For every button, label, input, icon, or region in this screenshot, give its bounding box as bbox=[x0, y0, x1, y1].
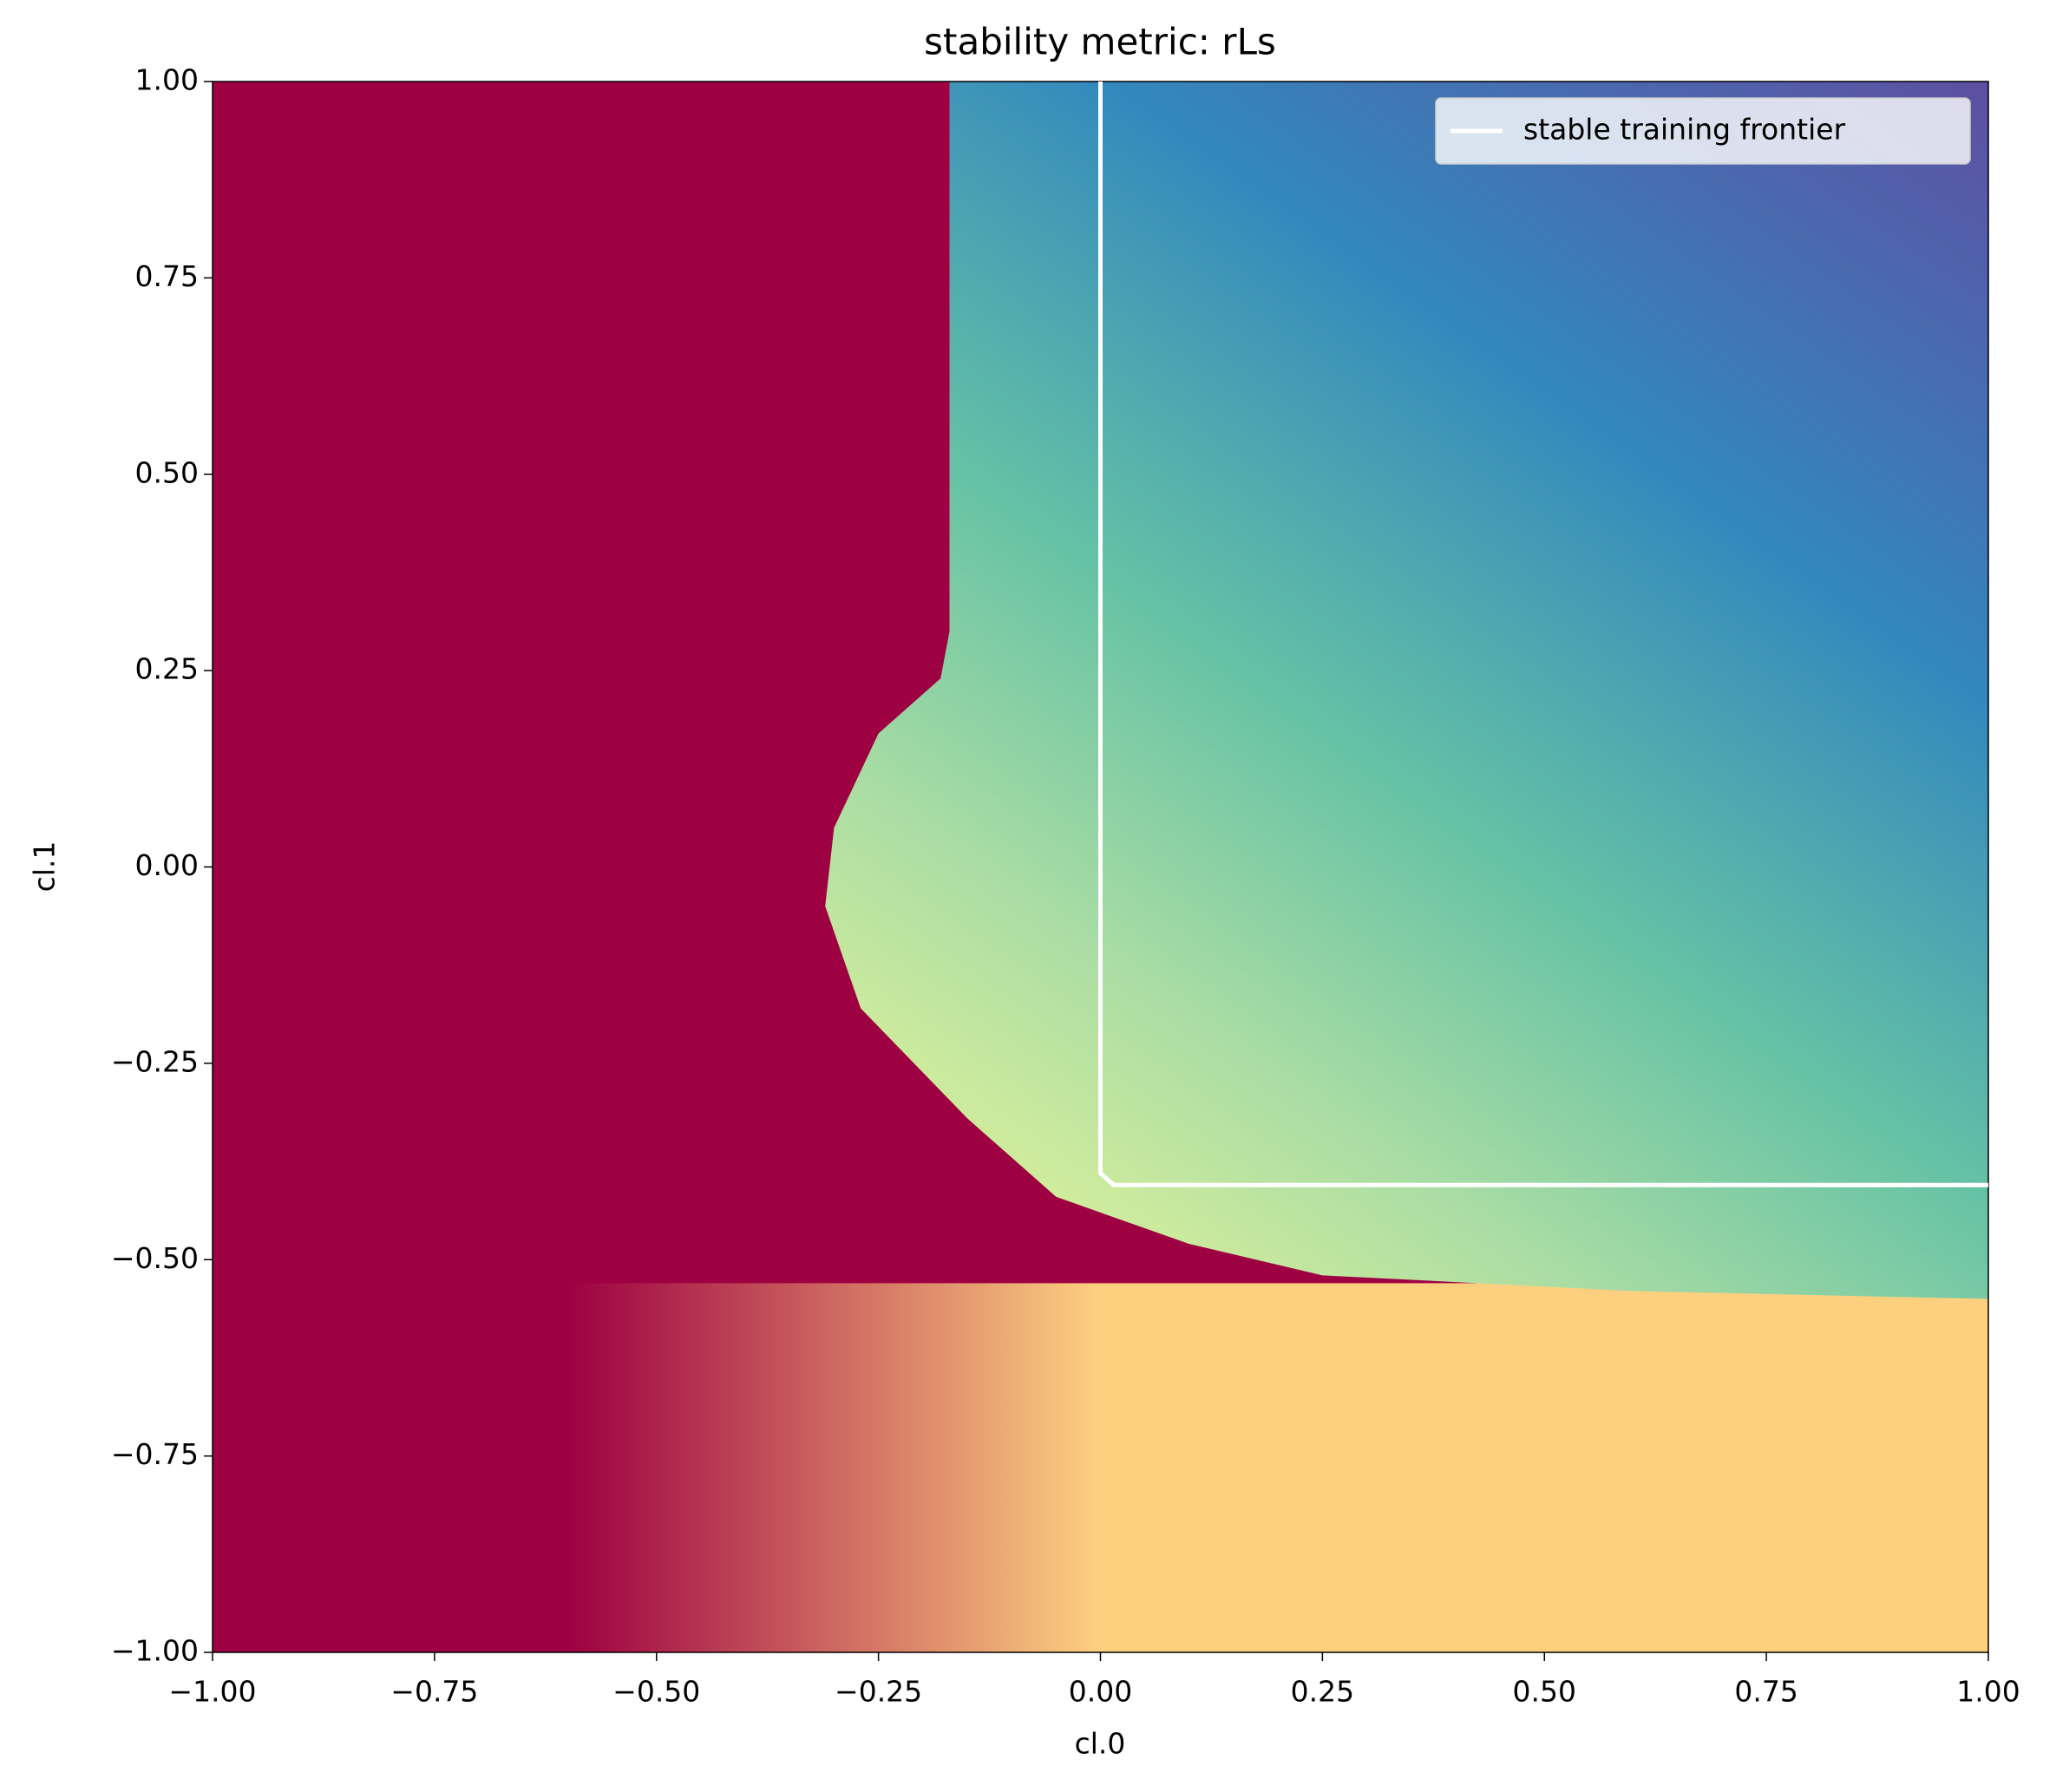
y-tick-label: 0.75 bbox=[135, 259, 199, 293]
legend-label: stable training frontier bbox=[1523, 113, 1846, 147]
y-tick-label: −1.00 bbox=[111, 1634, 199, 1668]
frontier-line bbox=[1098, 82, 1988, 1187]
y-tick-label: −0.50 bbox=[111, 1241, 199, 1275]
x-tick-label: 0.00 bbox=[1069, 1675, 1132, 1709]
x-tick-label: 1.00 bbox=[1956, 1675, 2020, 1709]
x-tick-label: −1.00 bbox=[168, 1675, 256, 1709]
y-tick-label: −0.25 bbox=[111, 1044, 199, 1078]
y-tick-label: 0.25 bbox=[135, 652, 199, 686]
x-axis-label: cl.0 bbox=[1075, 1727, 1126, 1761]
legend: stable training frontier bbox=[1435, 97, 1971, 165]
y-tick-label: 1.00 bbox=[135, 63, 199, 97]
x-tick-label: 0.75 bbox=[1734, 1675, 1797, 1709]
y-tick-label: 0.50 bbox=[135, 455, 199, 489]
y-tick-label: −0.75 bbox=[111, 1437, 199, 1471]
x-tick-label: 0.25 bbox=[1291, 1675, 1354, 1709]
y-axis-label: cl.1 bbox=[28, 841, 62, 893]
y-tick-label: 0.00 bbox=[135, 848, 199, 882]
x-tick-label: −0.50 bbox=[612, 1675, 700, 1709]
chart-title: stability metric: rLs bbox=[924, 21, 1276, 63]
x-tick-label: −0.25 bbox=[835, 1675, 922, 1709]
legend-box bbox=[1435, 97, 1971, 165]
x-tick-label: 0.50 bbox=[1513, 1675, 1576, 1709]
x-tick-label: −0.75 bbox=[390, 1675, 478, 1709]
